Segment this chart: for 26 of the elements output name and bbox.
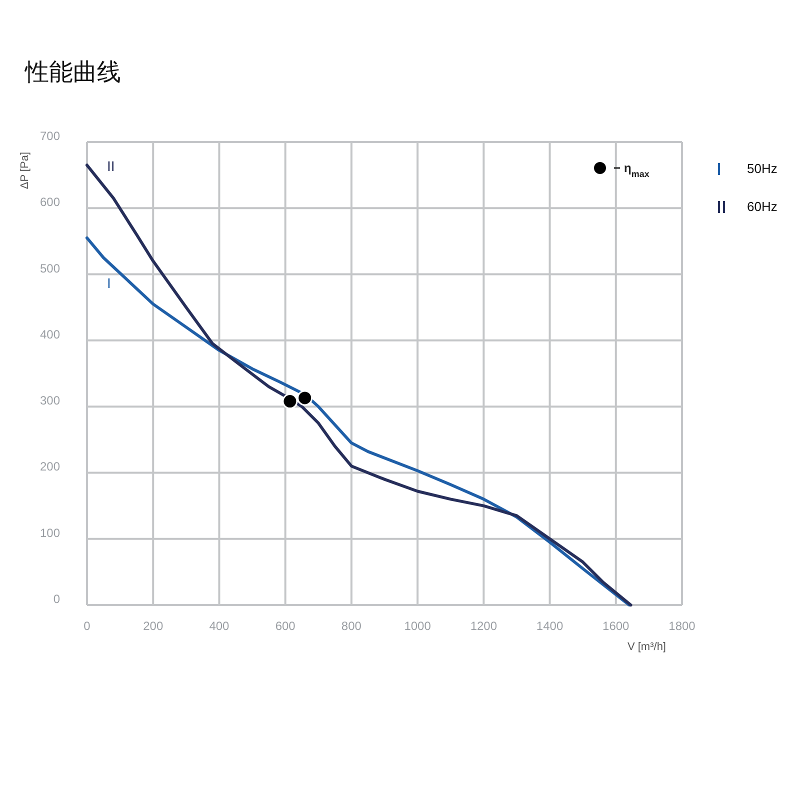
y-tick-label: 400 <box>40 327 60 342</box>
x-tick-label: 1800 <box>668 619 696 633</box>
text: η$_{max}$ <box>624 161 650 179</box>
annotation: I <box>107 274 111 291</box>
x-axis-title: V [m³/h] <box>627 641 666 653</box>
legend-label: 50Hz <box>747 161 778 176</box>
x-tick-label: 1400 <box>536 619 564 633</box>
y-tick-label: 300 <box>40 394 60 408</box>
y-tick-label: 100 <box>40 526 60 540</box>
annotation: II <box>107 158 115 174</box>
x-tick-label: 1200 <box>470 619 498 633</box>
y-tick-label: 500 <box>40 261 60 276</box>
y-tick-label: 200 <box>40 460 60 474</box>
x-tick-label: 1600 <box>602 619 630 633</box>
x-tick-label: 800 <box>341 619 362 633</box>
y-tick-label: 600 <box>40 195 60 210</box>
legend-label: 60Hz <box>747 199 778 214</box>
x-tick-label: 0 <box>84 619 91 633</box>
y-axis-title: ΔP [Pa] <box>19 152 31 190</box>
x-tick-label: 1000 <box>404 619 432 633</box>
x-tick-label: 600 <box>275 619 296 633</box>
y-tick-label: 700 <box>40 129 60 143</box>
x-tick-label: 200 <box>143 619 164 633</box>
chart-title: 性能曲线 <box>24 59 121 86</box>
y-tick-label: 0 <box>53 592 60 606</box>
x-tick-label: 400 <box>209 619 230 633</box>
